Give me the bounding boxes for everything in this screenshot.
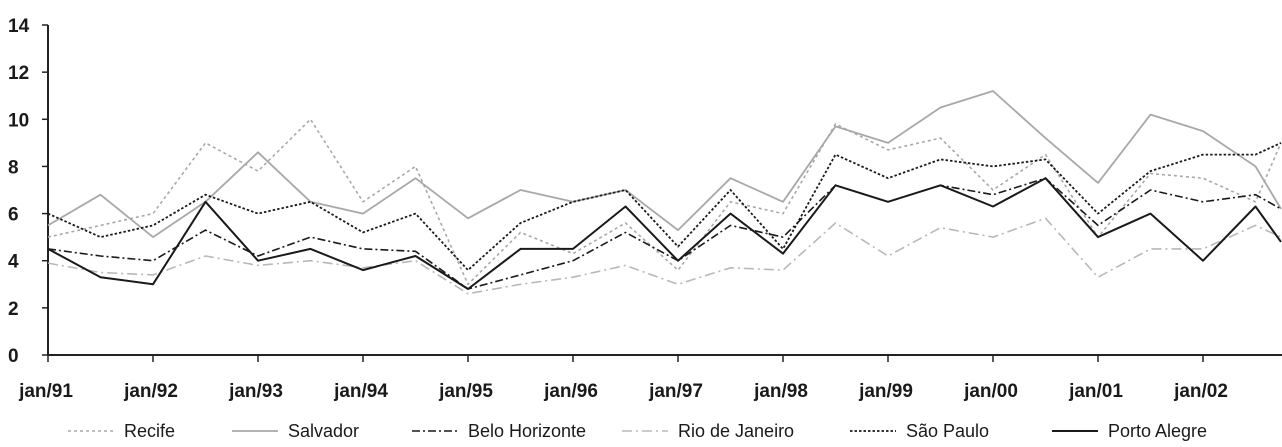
y-tick-label: 4 bbox=[8, 252, 19, 273]
y-tick-label: 10 bbox=[8, 110, 29, 131]
plot-area bbox=[47, 90, 1282, 295]
y-tick-label: 2 bbox=[8, 299, 19, 320]
x-tick-label: jan/00 bbox=[963, 381, 1018, 402]
x-tick-label: jan/97 bbox=[648, 381, 703, 402]
x-tick-label: jan/91 bbox=[18, 381, 73, 402]
y-tick-label: 14 bbox=[8, 16, 30, 37]
x-tick-label: jan/95 bbox=[438, 381, 493, 402]
x-tick-label: jan/94 bbox=[333, 381, 388, 402]
y-axis: 0 2 4 6 8 10 12 14 bbox=[8, 16, 49, 367]
x-tick-label: jan/96 bbox=[543, 381, 598, 402]
x-tick-label: jan/92 bbox=[123, 381, 178, 402]
x-axis: jan/91 jan/92 jan/93 jan/94 jan/95 jan/96 jan/… bbox=[18, 354, 1282, 402]
x-tick-label: jan/93 bbox=[228, 381, 283, 402]
x-tick-label: jan/01 bbox=[1068, 381, 1123, 402]
y-tick-label: 8 bbox=[8, 157, 19, 178]
legend-label: Porto Alegre bbox=[1108, 421, 1207, 441]
series-line-porto-alegre bbox=[47, 177, 1282, 290]
series-line-salvador bbox=[47, 90, 1282, 239]
legend-label: Recife bbox=[124, 421, 175, 441]
x-tick-label: jan/02 bbox=[1173, 381, 1228, 402]
series-line-s-o-paulo bbox=[47, 142, 1282, 272]
legend-label: Belo Horizonte bbox=[468, 421, 586, 441]
y-tick-label: 12 bbox=[8, 63, 29, 84]
x-tick-label: jan/99 bbox=[858, 381, 913, 402]
legend: Recife Salvador Belo Horizonte Rio de Janei… bbox=[68, 421, 1207, 441]
y-tick-label: 0 bbox=[8, 346, 19, 367]
series-line-rio-de-janeiro bbox=[47, 217, 1282, 295]
legend-label: São Paulo bbox=[906, 421, 989, 441]
x-tick-label: jan/98 bbox=[753, 381, 808, 402]
legend-label: Rio de Janeiro bbox=[678, 421, 794, 441]
series-line-recife bbox=[47, 118, 1282, 286]
legend-label: Salvador bbox=[288, 421, 359, 441]
y-tick-label: 6 bbox=[8, 205, 19, 226]
